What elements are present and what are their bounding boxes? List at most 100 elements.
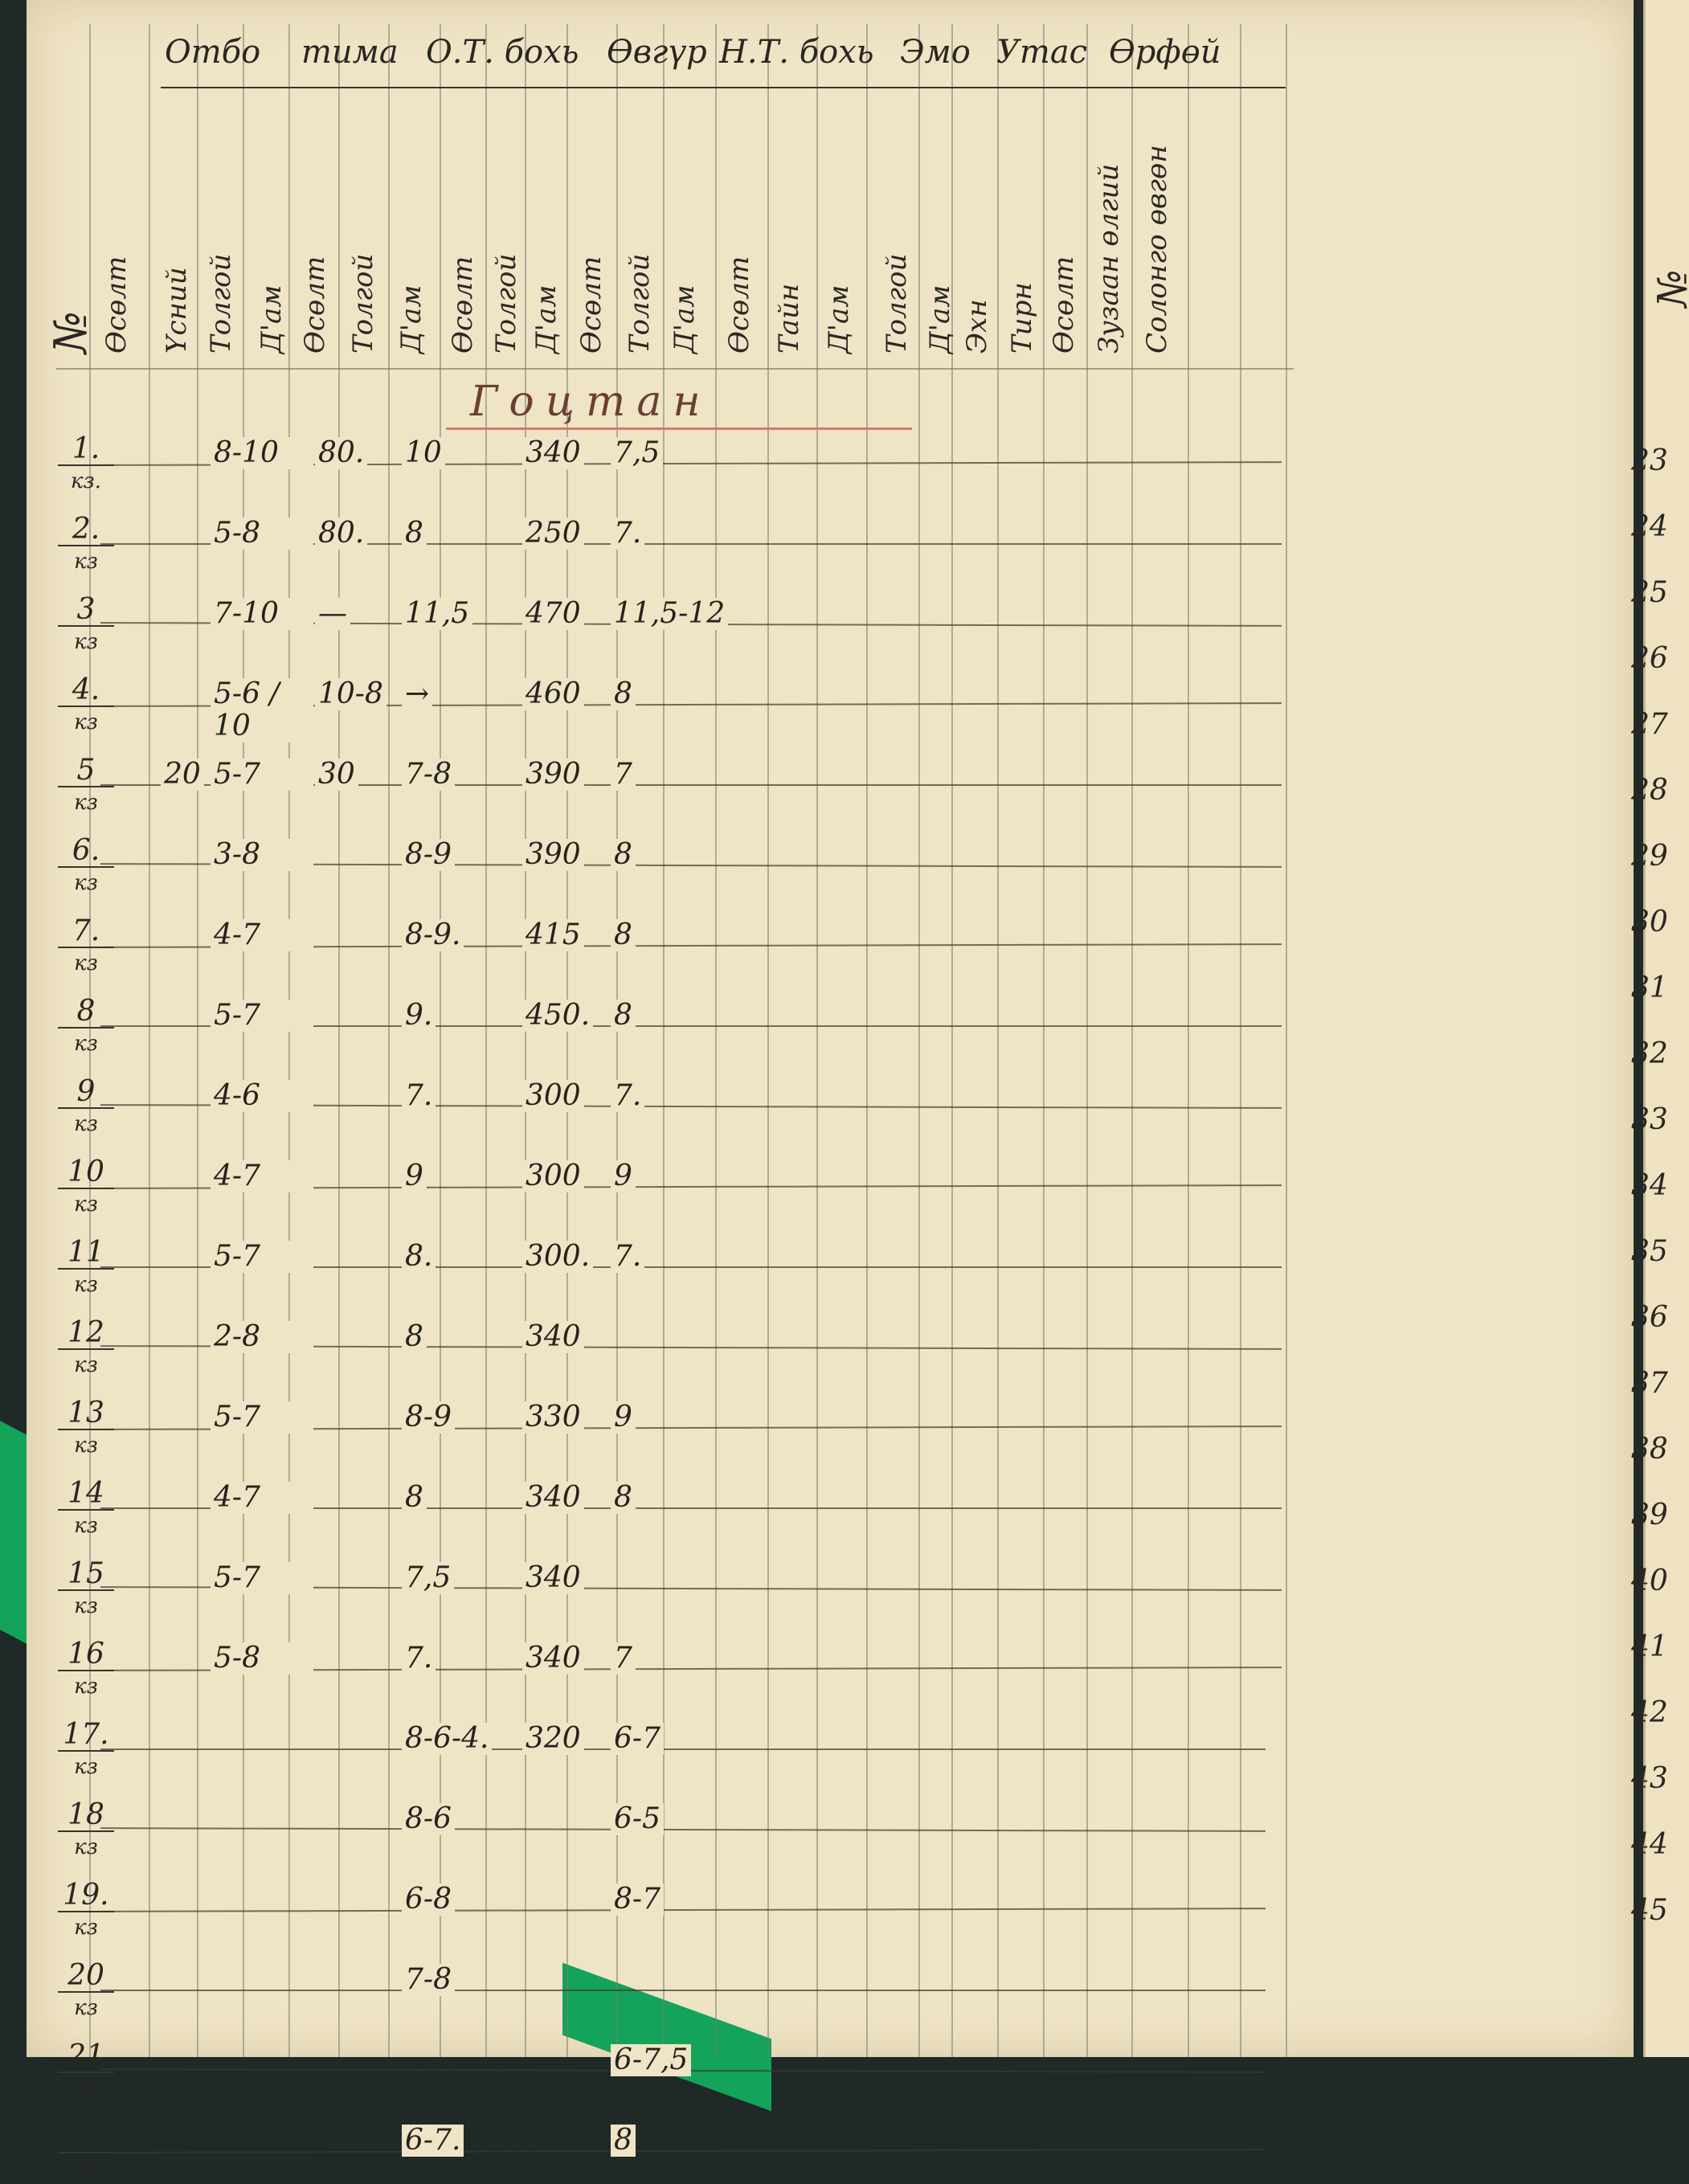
cell-c6: 340 <box>522 1642 584 1675</box>
top-header: Утас <box>996 34 1088 71</box>
right-page-row-number: 39 <box>1631 1499 1668 1532</box>
grid-column-line <box>1240 24 1241 2057</box>
cell-c5: 9 <box>402 1160 427 1192</box>
top-header: Эмо <box>900 34 971 71</box>
cell-c5: 9. <box>402 1000 436 1032</box>
cell-c5: 7-8 <box>402 1964 455 1996</box>
grid-column-line <box>715 24 717 2057</box>
right-page-row-number: 32 <box>1631 1037 1668 1070</box>
cell-c7: 8 <box>611 1482 636 1514</box>
column-header: Өсөлт <box>723 256 755 354</box>
grid-column-line <box>951 24 953 2057</box>
row-number-value: 17. <box>63 1718 109 1751</box>
cell-c7: 6-5 <box>611 1803 664 1835</box>
cell-c5: 7-8 <box>402 759 455 791</box>
cell-c6: 390 <box>522 759 584 791</box>
cell-c7: 9 <box>611 1401 636 1434</box>
cell-c6: 340 <box>522 1482 584 1514</box>
grid-column-line <box>566 24 568 2057</box>
grid-column-line <box>89 24 91 2057</box>
cell-c5: 10 <box>402 437 445 469</box>
right-page-row-number: 37 <box>1631 1367 1668 1400</box>
next-page-edge: № <box>1643 0 1689 2057</box>
cell-c5: 8-9 <box>402 1401 455 1434</box>
cell-c3: 4-7 <box>211 1482 313 1514</box>
cell-c3: 5-7 <box>211 1562 313 1594</box>
row-line <box>100 1025 1282 1027</box>
cell-c6: 470 <box>522 598 584 630</box>
column-header: Үсний <box>161 267 193 354</box>
cell-c6: 300. <box>522 1241 594 1273</box>
cell-c2: 20 <box>161 759 204 791</box>
column-header: Толгой <box>881 253 913 354</box>
grid-column-line <box>663 24 665 2057</box>
grid-column-line <box>149 24 150 2057</box>
row-number-value: 11 <box>67 1236 104 1269</box>
row-number-value: 19. <box>63 1879 109 1912</box>
row-number-denominator: кз <box>58 2072 114 2104</box>
section-title: Гоцтан <box>470 378 712 426</box>
right-page-row-number: 41 <box>1631 1630 1668 1663</box>
cell-c5: 8. <box>402 1241 436 1273</box>
row-number: 9 кз <box>58 1077 114 1139</box>
cell-c5: 8 <box>402 1482 427 1514</box>
column-header: Эхн <box>961 299 993 354</box>
column-header: Толгой <box>205 253 237 354</box>
cell-c7: 7. <box>611 1080 645 1112</box>
grid-column-line <box>866 24 868 2057</box>
grid-column-line <box>1131 24 1133 2057</box>
row-number: 1. кз. <box>58 434 114 497</box>
row-number-value: 7. <box>72 914 100 947</box>
grid-column-line <box>1086 24 1088 2057</box>
right-page-row-number: 36 <box>1631 1301 1668 1334</box>
column-header: Солонго өвгөн <box>1141 145 1173 354</box>
row-number-denominator: кз <box>58 786 114 818</box>
right-page-row-number: 31 <box>1631 971 1668 1004</box>
row-number-denominator: кз <box>58 545 114 577</box>
cell-c7: 7 <box>611 759 636 791</box>
row-number-value: 9 <box>76 1075 96 1108</box>
cell-c7: 8 <box>611 839 636 871</box>
cell-c3: 5-6 / 10 <box>211 678 313 742</box>
cell-c4: 80. <box>315 437 368 469</box>
right-page-row-number: 33 <box>1631 1103 1668 1136</box>
grid-column-line <box>388 24 390 2057</box>
cell-c3: 5-8 <box>211 517 313 550</box>
row-number: 18 кз <box>58 1800 114 1863</box>
right-page-row-number: 23 <box>1631 444 1668 477</box>
row-number-denominator: кз <box>58 1027 114 1059</box>
cell-c3: 3-8 <box>211 839 313 871</box>
row-number: 6. кз <box>58 836 114 898</box>
header-underline <box>161 87 1286 88</box>
row-number-denominator: кз <box>58 1670 114 1702</box>
row-number: 19. кз <box>58 1880 114 1943</box>
cell-c3: 7-10 <box>211 598 313 630</box>
column-header: Д'ам <box>924 284 956 354</box>
cell-c3: 4-7 <box>211 919 313 951</box>
cell-c4: — <box>315 598 350 630</box>
cell-c6: 330 <box>522 1401 584 1434</box>
cell-c5: 11,5 <box>402 598 473 630</box>
row-number-value: 12 <box>67 1316 104 1349</box>
row-number-denominator: кз <box>58 1429 114 1461</box>
grid-column-line <box>338 24 340 2057</box>
cell-c4: 30 <box>315 759 358 791</box>
cell-c7: 8-7 <box>611 1883 664 1916</box>
cell-c7: 7. <box>611 517 645 550</box>
grid-column-line <box>997 24 999 2057</box>
cell-c7: 6-7 <box>611 1723 664 1755</box>
grid-column-line <box>440 24 441 2057</box>
row-line <box>100 784 1282 786</box>
cell-c7: 8 <box>611 678 636 710</box>
grid-column-line <box>816 24 818 2057</box>
cell-c5: 8 <box>402 517 427 550</box>
right-page-row-number: 35 <box>1631 1235 1668 1268</box>
right-page-row-number: 27 <box>1631 708 1668 741</box>
cell-c6: 340 <box>522 1321 584 1353</box>
cell-c3: 2-8 <box>211 1321 313 1353</box>
cell-c7: 7 <box>611 1642 636 1675</box>
cell-c3: 5-8 <box>211 1642 313 1675</box>
cell-c6: 300 <box>522 1080 584 1112</box>
top-header: Өрфөй <box>1109 34 1221 71</box>
right-page-row-number: 34 <box>1631 1169 1668 1202</box>
